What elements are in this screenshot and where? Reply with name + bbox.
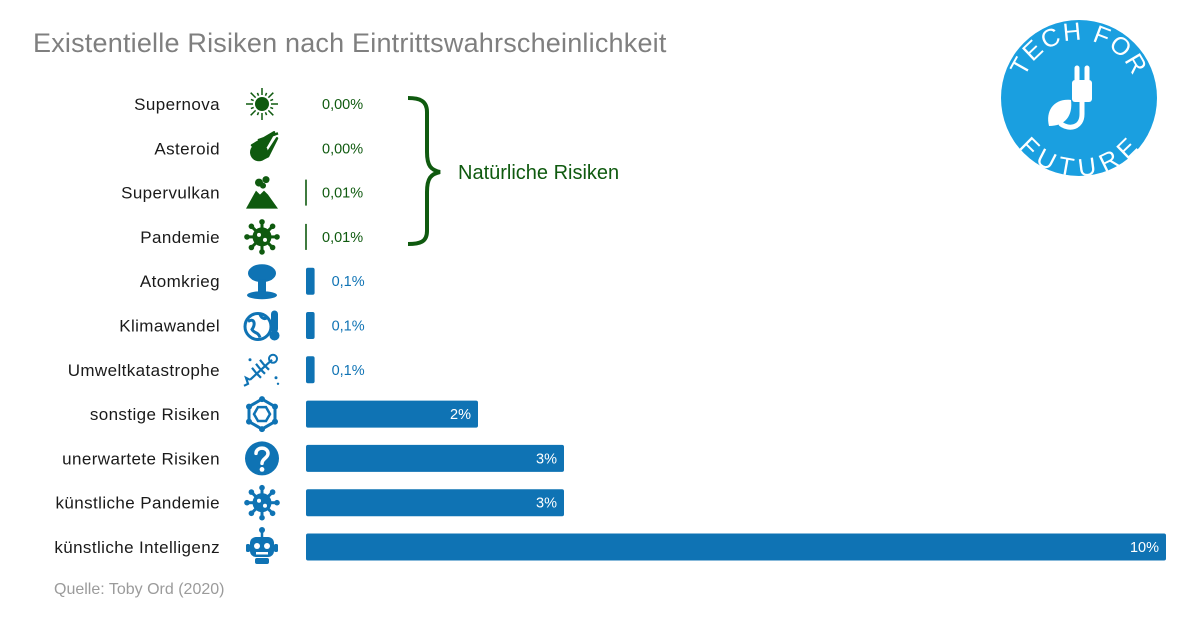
bar bbox=[306, 267, 315, 295]
sun-icon bbox=[246, 88, 278, 120]
category-label: Atomkrieg bbox=[140, 272, 220, 291]
value-label: 0,00% bbox=[322, 141, 363, 157]
question-icon bbox=[245, 441, 279, 476]
value-label: 0,01% bbox=[322, 186, 363, 202]
natural-risks-label: Natürliche Risiken bbox=[458, 162, 619, 184]
mushroom-cloud-icon bbox=[247, 264, 277, 300]
bar bbox=[306, 444, 564, 472]
value-label: 10% bbox=[1130, 540, 1159, 556]
category-label: Umweltkatastrophe bbox=[68, 361, 220, 380]
category-label: Klimawandel bbox=[119, 317, 220, 336]
comet-icon bbox=[250, 131, 279, 162]
dead-fish-icon bbox=[243, 353, 280, 387]
value-label: 0,1% bbox=[332, 274, 365, 290]
category-label: Pandemie bbox=[140, 228, 220, 247]
curly-brace bbox=[407, 96, 441, 246]
value-label: 0,00% bbox=[322, 97, 363, 113]
value-label: 3% bbox=[536, 451, 557, 467]
category-label: künstliche Pandemie bbox=[56, 494, 220, 513]
bar bbox=[306, 356, 315, 384]
value-label: 3% bbox=[536, 496, 557, 512]
tech-for-future-logo: TECH FOR FUTURE bbox=[1001, 18, 1157, 178]
natural-risks-brace: Natürliche Risiken bbox=[407, 96, 619, 246]
category-label: Asteroid bbox=[154, 139, 220, 158]
virus-icon bbox=[244, 219, 280, 255]
chart-rows: Supernova 0,00% Asteroid 0,00% Supervulkan 0,… bbox=[54, 88, 1166, 564]
plug-leaf-icon bbox=[1048, 65, 1092, 130]
hexagon-network-icon bbox=[246, 396, 278, 433]
value-label: 2% bbox=[450, 407, 471, 423]
category-label: unerwartete Risiken bbox=[62, 449, 220, 468]
earth-thermometer-icon bbox=[243, 310, 280, 341]
category-label: künstliche Intelligenz bbox=[54, 538, 220, 557]
source-note: Quelle: Toby Ord (2020) bbox=[54, 581, 225, 598]
bar bbox=[306, 400, 478, 428]
robot-icon bbox=[246, 527, 278, 564]
bar bbox=[306, 533, 1166, 561]
bar bbox=[306, 489, 564, 517]
virus-icon bbox=[244, 484, 280, 521]
value-label: 0,1% bbox=[332, 319, 365, 335]
chart-title: Existentielle Risiken nach Eintrittswahr… bbox=[33, 28, 667, 58]
value-label: 0,01% bbox=[322, 230, 363, 246]
category-label: Supernova bbox=[134, 95, 220, 114]
value-label: 0,1% bbox=[332, 363, 365, 379]
bar bbox=[306, 312, 315, 339]
category-label: sonstige Risiken bbox=[90, 405, 220, 424]
category-label: Supervulkan bbox=[121, 184, 220, 203]
volcano-icon bbox=[246, 176, 278, 209]
